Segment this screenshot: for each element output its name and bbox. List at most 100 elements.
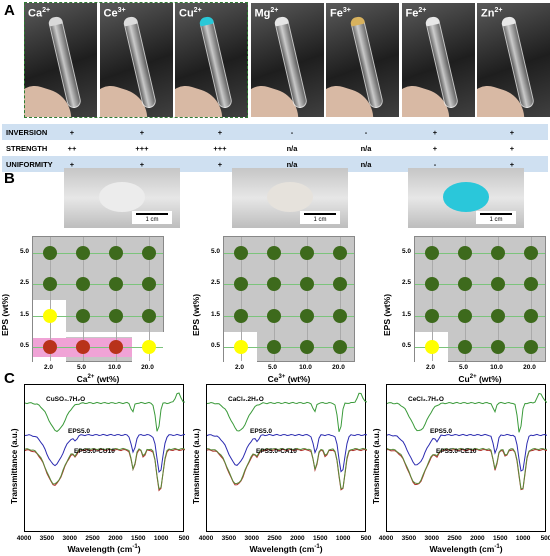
x-axis-charge: 2+ [87, 374, 95, 381]
grid-line [415, 252, 545, 254]
y-tick-label: 0.5 [401, 342, 411, 350]
ion-symbol: Zn [481, 7, 495, 20]
tube-photo: Cu2+ [175, 3, 248, 117]
x-tick-label: 3000 [424, 535, 439, 542]
table-row: INVERSION + + + - - + + [2, 124, 548, 140]
y-tick-label: 0.5 [210, 342, 220, 350]
phase-dot [266, 277, 281, 292]
x-axis-unit: (wt%) [285, 374, 311, 384]
grid-line [115, 237, 117, 361]
y-axis-label: Transmittance (a.u.) [192, 428, 201, 504]
row-label: STRENGTH [6, 144, 48, 153]
phase-dot [42, 308, 57, 323]
x-axis-ion: Ce [267, 374, 279, 384]
x-tick-label: 20.0 [141, 364, 154, 371]
grid-line [224, 347, 354, 349]
grid-line [82, 237, 84, 361]
y-tick-label: 5.0 [401, 247, 411, 255]
tube-photo: Ca2+ [24, 3, 97, 117]
eps-label: EPS5.0 [250, 428, 273, 435]
salt-label: CuSO₄.7H₂O [46, 396, 86, 403]
gel-photo: 1 cm [232, 168, 348, 228]
phase-dot [108, 277, 123, 292]
y-tick-label: 2.5 [19, 279, 29, 287]
phase-dot [332, 340, 347, 355]
x-tick-label: 1500 [313, 535, 328, 542]
phase-dot [75, 340, 90, 355]
y-axis-label: EPS (wt%) [0, 293, 10, 336]
spectrum-line [207, 447, 367, 490]
x-tick-label: 3000 [244, 535, 259, 542]
grid-line [33, 315, 163, 317]
x-axis-text: Wavelength (cm [429, 544, 495, 554]
spectrum-line [387, 433, 547, 472]
x-tick-label: 500 [178, 535, 190, 542]
spectrum-line [207, 433, 367, 473]
ion-label: Ce3+ [104, 7, 126, 20]
spectrum-line [387, 447, 547, 490]
x-tick-label: 4000 [378, 535, 394, 542]
scale-bar: 1 cm [300, 211, 340, 224]
x-tick-label: 3500 [401, 535, 417, 542]
x-tick-label: 2500 [447, 535, 462, 542]
phase-dot [332, 245, 347, 260]
table-cell: +++ [135, 144, 149, 153]
phase-dot [233, 340, 248, 355]
ion-label: Fe3+ [330, 7, 351, 20]
eps-label: EPS5.0 [68, 428, 91, 435]
x-tick-label: 5.0 [458, 364, 469, 371]
x-axis-end: ) [137, 544, 141, 554]
gel-sample [266, 182, 314, 212]
table-cell: + [139, 128, 145, 137]
ion-label: Zn2+ [481, 7, 502, 20]
phase-dot [233, 308, 248, 323]
x-tick-label: 2.0 [43, 364, 54, 371]
x-tick-label: 1000 [515, 535, 531, 542]
phase-dot [108, 308, 123, 323]
phase-grid [32, 236, 165, 363]
x-axis-label: Wavelength (cm-1) [226, 544, 346, 554]
table-cell: n/a [360, 160, 372, 169]
row-label: INVERSION [6, 128, 48, 137]
ion-label: Mg2+ [255, 7, 279, 20]
y-tick-label: 0.5 [19, 342, 29, 350]
x-tick-label: 10.0 [299, 364, 312, 371]
ion-charge: 2+ [494, 7, 503, 14]
tube-photo: Zn2+ [477, 3, 550, 117]
phase-dot [299, 245, 314, 260]
x-axis-text: Wavelength (cm [67, 544, 133, 554]
y-tick-label: 2.5 [210, 279, 220, 287]
x-tick-label: 2.0 [234, 364, 245, 371]
phase-dot [266, 340, 281, 355]
x-axis-text: Wavelength (cm [249, 544, 315, 554]
ion-symbol: Fe [405, 7, 419, 20]
phase-dot [332, 277, 347, 292]
panel-label-c: C [4, 370, 15, 387]
phase-dot [490, 245, 505, 260]
table-cell: + [432, 144, 438, 153]
eps-label: EPS5.0 [430, 428, 453, 435]
table-cell: - [433, 160, 437, 169]
phase-grid [223, 236, 355, 363]
x-axis-ion: Ca [76, 374, 88, 384]
phase-dot [523, 245, 538, 260]
x-tick-label: 2000 [470, 535, 485, 542]
phase-dot [490, 308, 505, 323]
table-cell: - [290, 128, 294, 137]
phase-dot [424, 277, 439, 292]
grid-line [49, 237, 51, 361]
y-tick-label: 5.0 [210, 247, 220, 255]
panel-label-b: B [4, 170, 15, 187]
x-tick-label: 5.0 [267, 364, 278, 371]
phase-dot [42, 277, 57, 292]
spectrum-line [25, 392, 185, 433]
grid-line [306, 237, 308, 361]
phase-dot [233, 245, 248, 260]
phase-dot [108, 340, 123, 355]
tube-photo-strip: Ca2+ Ce3+ Cu2+ Mg2+ Fe3+ Fe2+ Zn2+ [24, 3, 550, 117]
x-tick-label: 500 [360, 535, 372, 542]
spectrum-line [387, 392, 547, 433]
table-cell: n/a [360, 144, 372, 153]
phase-dot [490, 277, 505, 292]
tube-photo: Fe2+ [401, 3, 475, 117]
